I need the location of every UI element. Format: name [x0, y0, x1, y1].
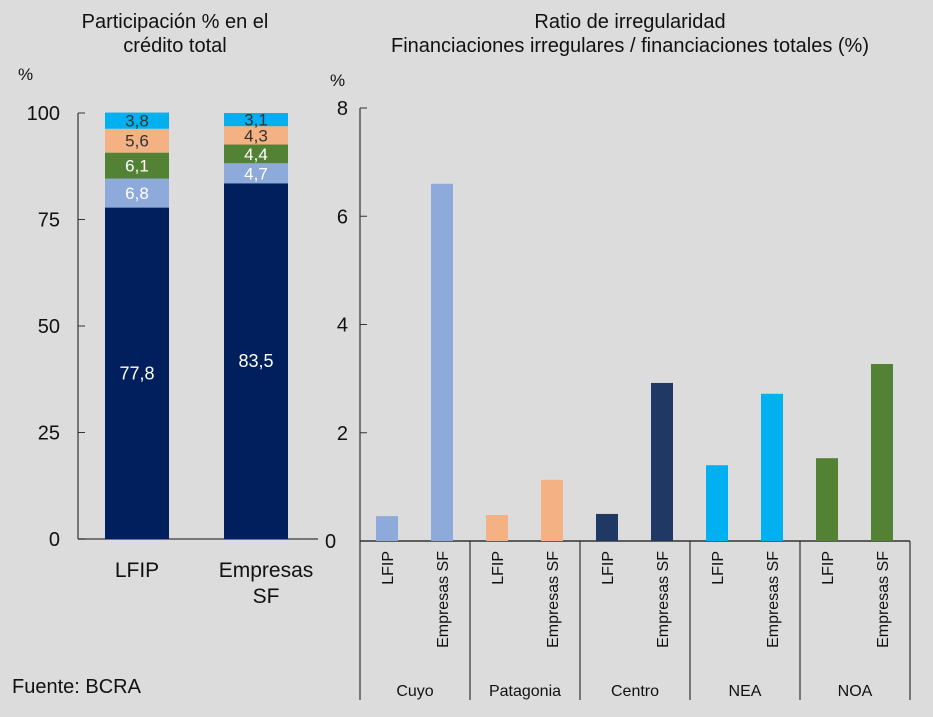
- group-label: Cuyo: [396, 683, 433, 700]
- x-tick-label: LFIP: [820, 551, 837, 585]
- stacked-bar-segment: [224, 113, 288, 127]
- x-tick-label: LFIP: [710, 551, 727, 585]
- x-tick-label: Empresas SF: [875, 551, 892, 648]
- stacked-bar-segment: [105, 178, 169, 208]
- data-label: 4,3: [244, 126, 268, 145]
- source-note: Fuente: BCRA: [12, 676, 141, 698]
- group-label: NOA: [838, 683, 873, 700]
- bar: [541, 479, 563, 541]
- x-tick-label: LFIP: [490, 551, 507, 585]
- right-y-tick-label: 8: [337, 98, 348, 120]
- bar: [486, 515, 508, 541]
- x-tick-label: Empresas SF: [765, 551, 782, 648]
- x-tick-label: Empresas SF: [655, 551, 672, 648]
- stacked-bar-segment: [105, 207, 169, 539]
- left-x-tick-label: SF: [253, 585, 280, 608]
- stacked-bar-segment: [224, 163, 288, 184]
- x-tick-label: Empresas SF: [545, 551, 562, 648]
- left-x-tick-label: Empresas: [219, 559, 314, 582]
- bar: [431, 183, 453, 541]
- group-label: Patagonia: [489, 683, 561, 700]
- x-tick-label: Empresas SF: [435, 551, 452, 648]
- left-y-tick-label: 50: [38, 316, 60, 338]
- left-y-tick-label: 25: [38, 423, 60, 445]
- bar: [871, 364, 893, 541]
- data-label: 6,8: [125, 184, 149, 203]
- left-y-tick-label: 75: [38, 210, 60, 232]
- data-label: 3,1: [244, 111, 268, 130]
- data-label: 6,1: [125, 157, 149, 176]
- stacked-bar-segment: [224, 183, 288, 540]
- group-label: Centro: [611, 683, 659, 700]
- right-y-tick-label: 6: [337, 206, 348, 228]
- right-y-unit: %: [330, 71, 345, 90]
- left-x-tick-label: LFIP: [115, 559, 159, 582]
- bar: [651, 382, 673, 541]
- left-y-tick-label: 100: [27, 103, 60, 125]
- data-label: 83,5: [238, 351, 273, 371]
- left-y-unit: %: [18, 65, 33, 84]
- x-tick-label: LFIP: [600, 551, 617, 585]
- right-y-tick-label: 4: [337, 315, 348, 337]
- right-subtitle: Financiaciones irregulares / financiacio…: [390, 35, 869, 57]
- data-label: 3,8: [125, 112, 149, 131]
- data-label: 4,4: [244, 145, 268, 164]
- data-label: 77,8: [119, 363, 154, 383]
- bar: [706, 465, 728, 541]
- group-label: NEA: [729, 683, 762, 700]
- right-y-tick-label: 2: [337, 423, 348, 445]
- stacked-bar-segment: [105, 112, 169, 129]
- x-tick-label: LFIP: [380, 551, 397, 585]
- right-title: Ratio de irregularidad: [534, 11, 726, 33]
- bar: [596, 513, 618, 541]
- left-right-zero-label: 0: [325, 531, 336, 553]
- bar: [761, 393, 783, 541]
- bar: [376, 516, 398, 541]
- stacked-bar-segment: [224, 144, 288, 164]
- stacked-bar-segment: [224, 126, 288, 145]
- stacked-bar-segment: [105, 128, 169, 153]
- stacked-bar-segment: [105, 152, 169, 179]
- left-title-line-1: Participación % en el: [81, 11, 269, 33]
- left-chart-title: Participación % en el crédito total: [30, 10, 320, 58]
- right-chart-title: Ratio de irregularidad Financiaciones ir…: [330, 10, 930, 58]
- left-title-line-2: crédito total: [123, 35, 227, 57]
- left-y-tick-label: 0: [49, 529, 60, 551]
- data-label: 4,7: [244, 164, 268, 183]
- data-label: 5,6: [125, 132, 149, 151]
- bar: [816, 458, 838, 541]
